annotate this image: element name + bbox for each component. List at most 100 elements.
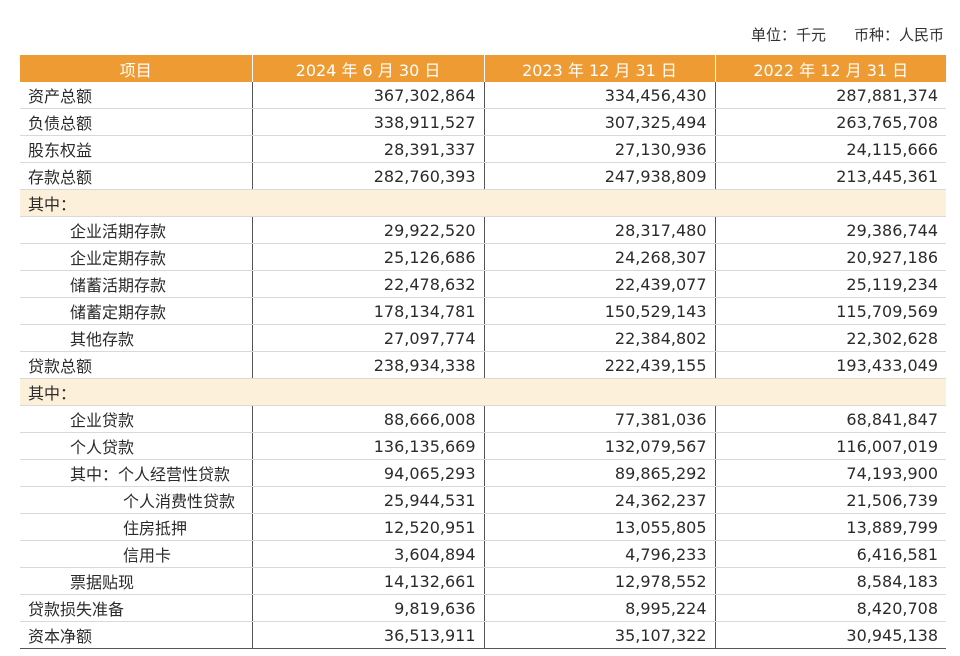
value-cell: 22,478,632: [251, 270, 484, 298]
row-label: 股东权益: [20, 135, 252, 163]
table-row: 资本净额 36,513,911 35,107,322 30,945,138: [20, 621, 946, 649]
section-row: 其中：: [20, 189, 946, 217]
value-cell: 25,126,686: [251, 243, 484, 271]
value-cell: 9,819,636: [251, 594, 484, 622]
table-row: 其中：个人经营性贷款 94,065,293 89,865,292 74,193,900: [20, 459, 946, 487]
row-label: 其中：个人经营性贷款: [20, 459, 252, 487]
value-cell: 263,765,708: [714, 108, 946, 136]
value-cell: 8,584,183: [714, 567, 946, 595]
row-label: 个人消费性贷款: [20, 486, 252, 514]
value-cell: 94,065,293: [251, 459, 484, 487]
value-cell: 238,934,338: [251, 351, 484, 379]
value-cell: 3,604,894: [251, 540, 484, 568]
unit-line: 单位：千元 币种：人民币: [751, 24, 944, 45]
table-body: 资产总额 367,302,864 334,456,430 287,881,374 负债总…: [20, 82, 946, 649]
table-header-row: 项目 2024 年 6 月 30 日 2023 年 12 月 31 日 2022…: [20, 55, 946, 82]
table-row: 储蓄定期存款 178,134,781 150,529,143 115,709,569: [20, 297, 946, 325]
row-label: 存款总额: [20, 162, 252, 190]
table-row: 贷款总额 238,934,338 222,439,155 193,433,049: [20, 351, 946, 379]
row-label: 票据贴现: [20, 567, 252, 595]
row-label: 其他存款: [20, 324, 252, 352]
value-cell: 20,927,186: [714, 243, 946, 271]
table-row: 贷款损失准备 9,819,636 8,995,224 8,420,708: [20, 594, 946, 622]
row-label: 负债总额: [20, 108, 252, 136]
value-cell: 22,302,628: [714, 324, 946, 352]
table-row: 负债总额 338,911,527 307,325,494 263,765,708: [20, 108, 946, 136]
table-row: 票据贴现 14,132,661 12,978,552 8,584,183: [20, 567, 946, 595]
row-label: 住房抵押: [20, 513, 252, 541]
value-cell: 282,760,393: [251, 162, 484, 190]
value-cell: 116,007,019: [714, 432, 946, 460]
value-cell: 136,135,669: [251, 432, 484, 460]
value-cell: 28,391,337: [251, 135, 484, 163]
row-label: 企业定期存款: [20, 243, 252, 271]
row-label: 储蓄定期存款: [20, 297, 252, 325]
table-row: 住房抵押 12,520,951 13,055,805 13,889,799: [20, 513, 946, 541]
row-label: 资本净额: [20, 621, 252, 649]
section-label: 其中：: [20, 189, 946, 217]
value-cell: 178,134,781: [251, 297, 484, 325]
table-row: 企业贷款 88,666,008 77,381,036 68,841,847: [20, 405, 946, 433]
row-label: 贷款损失准备: [20, 594, 252, 622]
header-2024-06-30: 2024 年 6 月 30 日: [251, 55, 484, 82]
table-row: 储蓄活期存款 22,478,632 22,439,077 25,119,234: [20, 270, 946, 298]
value-cell: 287,881,374: [714, 82, 946, 109]
value-cell: 22,384,802: [483, 324, 715, 352]
value-cell: 24,268,307: [483, 243, 715, 271]
table-row: 企业活期存款 29,922,520 28,317,480 29,386,744: [20, 216, 946, 244]
value-cell: 115,709,569: [714, 297, 946, 325]
section-row: 其中：: [20, 378, 946, 406]
value-cell: 12,520,951: [251, 513, 484, 541]
unit-label: 单位：千元: [750, 26, 826, 44]
value-cell: 36,513,911: [251, 621, 484, 649]
table-row: 个人消费性贷款 25,944,531 24,362,237 21,506,739: [20, 486, 946, 514]
value-cell: 22,439,077: [483, 270, 715, 298]
value-cell: 193,433,049: [714, 351, 946, 379]
table-row: 存款总额 282,760,393 247,938,809 213,445,361: [20, 162, 946, 190]
value-cell: 367,302,864: [251, 82, 484, 109]
value-cell: 25,944,531: [251, 486, 484, 514]
table-row: 个人贷款 136,135,669 132,079,567 116,007,019: [20, 432, 946, 460]
value-cell: 334,456,430: [483, 82, 715, 109]
value-cell: 29,386,744: [714, 216, 946, 244]
currency-label: 币种：人民币: [853, 26, 944, 44]
value-cell: 150,529,143: [483, 297, 715, 325]
value-cell: 24,362,237: [483, 486, 715, 514]
table-row: 资产总额 367,302,864 334,456,430 287,881,374: [20, 82, 946, 109]
value-cell: 132,079,567: [483, 432, 715, 460]
table-row: 股东权益 28,391,337 27,130,936 24,115,666: [20, 135, 946, 163]
value-cell: 12,978,552: [483, 567, 715, 595]
value-cell: 68,841,847: [714, 405, 946, 433]
value-cell: 24,115,666: [714, 135, 946, 163]
header-item: 项目: [20, 55, 252, 82]
value-cell: 8,995,224: [483, 594, 715, 622]
value-cell: 247,938,809: [483, 162, 715, 190]
value-cell: 338,911,527: [251, 108, 484, 136]
value-cell: 74,193,900: [714, 459, 946, 487]
value-cell: 4,796,233: [483, 540, 715, 568]
header-2023-12-31: 2023 年 12 月 31 日: [483, 55, 715, 82]
row-label: 储蓄活期存款: [20, 270, 252, 298]
value-cell: 30,945,138: [714, 621, 946, 649]
table-row: 信用卡 3,604,894 4,796,233 6,416,581: [20, 540, 946, 568]
value-cell: 13,889,799: [714, 513, 946, 541]
value-cell: 27,130,936: [483, 135, 715, 163]
section-label: 其中：: [20, 378, 946, 406]
table-row: 企业定期存款 25,126,686 24,268,307 20,927,186: [20, 243, 946, 271]
row-label: 资产总额: [20, 82, 252, 109]
value-cell: 21,506,739: [714, 486, 946, 514]
value-cell: 14,132,661: [251, 567, 484, 595]
table-row: 其他存款 27,097,774 22,384,802 22,302,628: [20, 324, 946, 352]
row-label: 贷款总额: [20, 351, 252, 379]
row-label: 信用卡: [20, 540, 252, 568]
value-cell: 28,317,480: [483, 216, 715, 244]
value-cell: 89,865,292: [483, 459, 715, 487]
value-cell: 25,119,234: [714, 270, 946, 298]
row-label: 个人贷款: [20, 432, 252, 460]
value-cell: 213,445,361: [714, 162, 946, 190]
value-cell: 88,666,008: [251, 405, 484, 433]
row-label: 企业贷款: [20, 405, 252, 433]
value-cell: 307,325,494: [483, 108, 715, 136]
value-cell: 222,439,155: [483, 351, 715, 379]
value-cell: 27,097,774: [251, 324, 484, 352]
